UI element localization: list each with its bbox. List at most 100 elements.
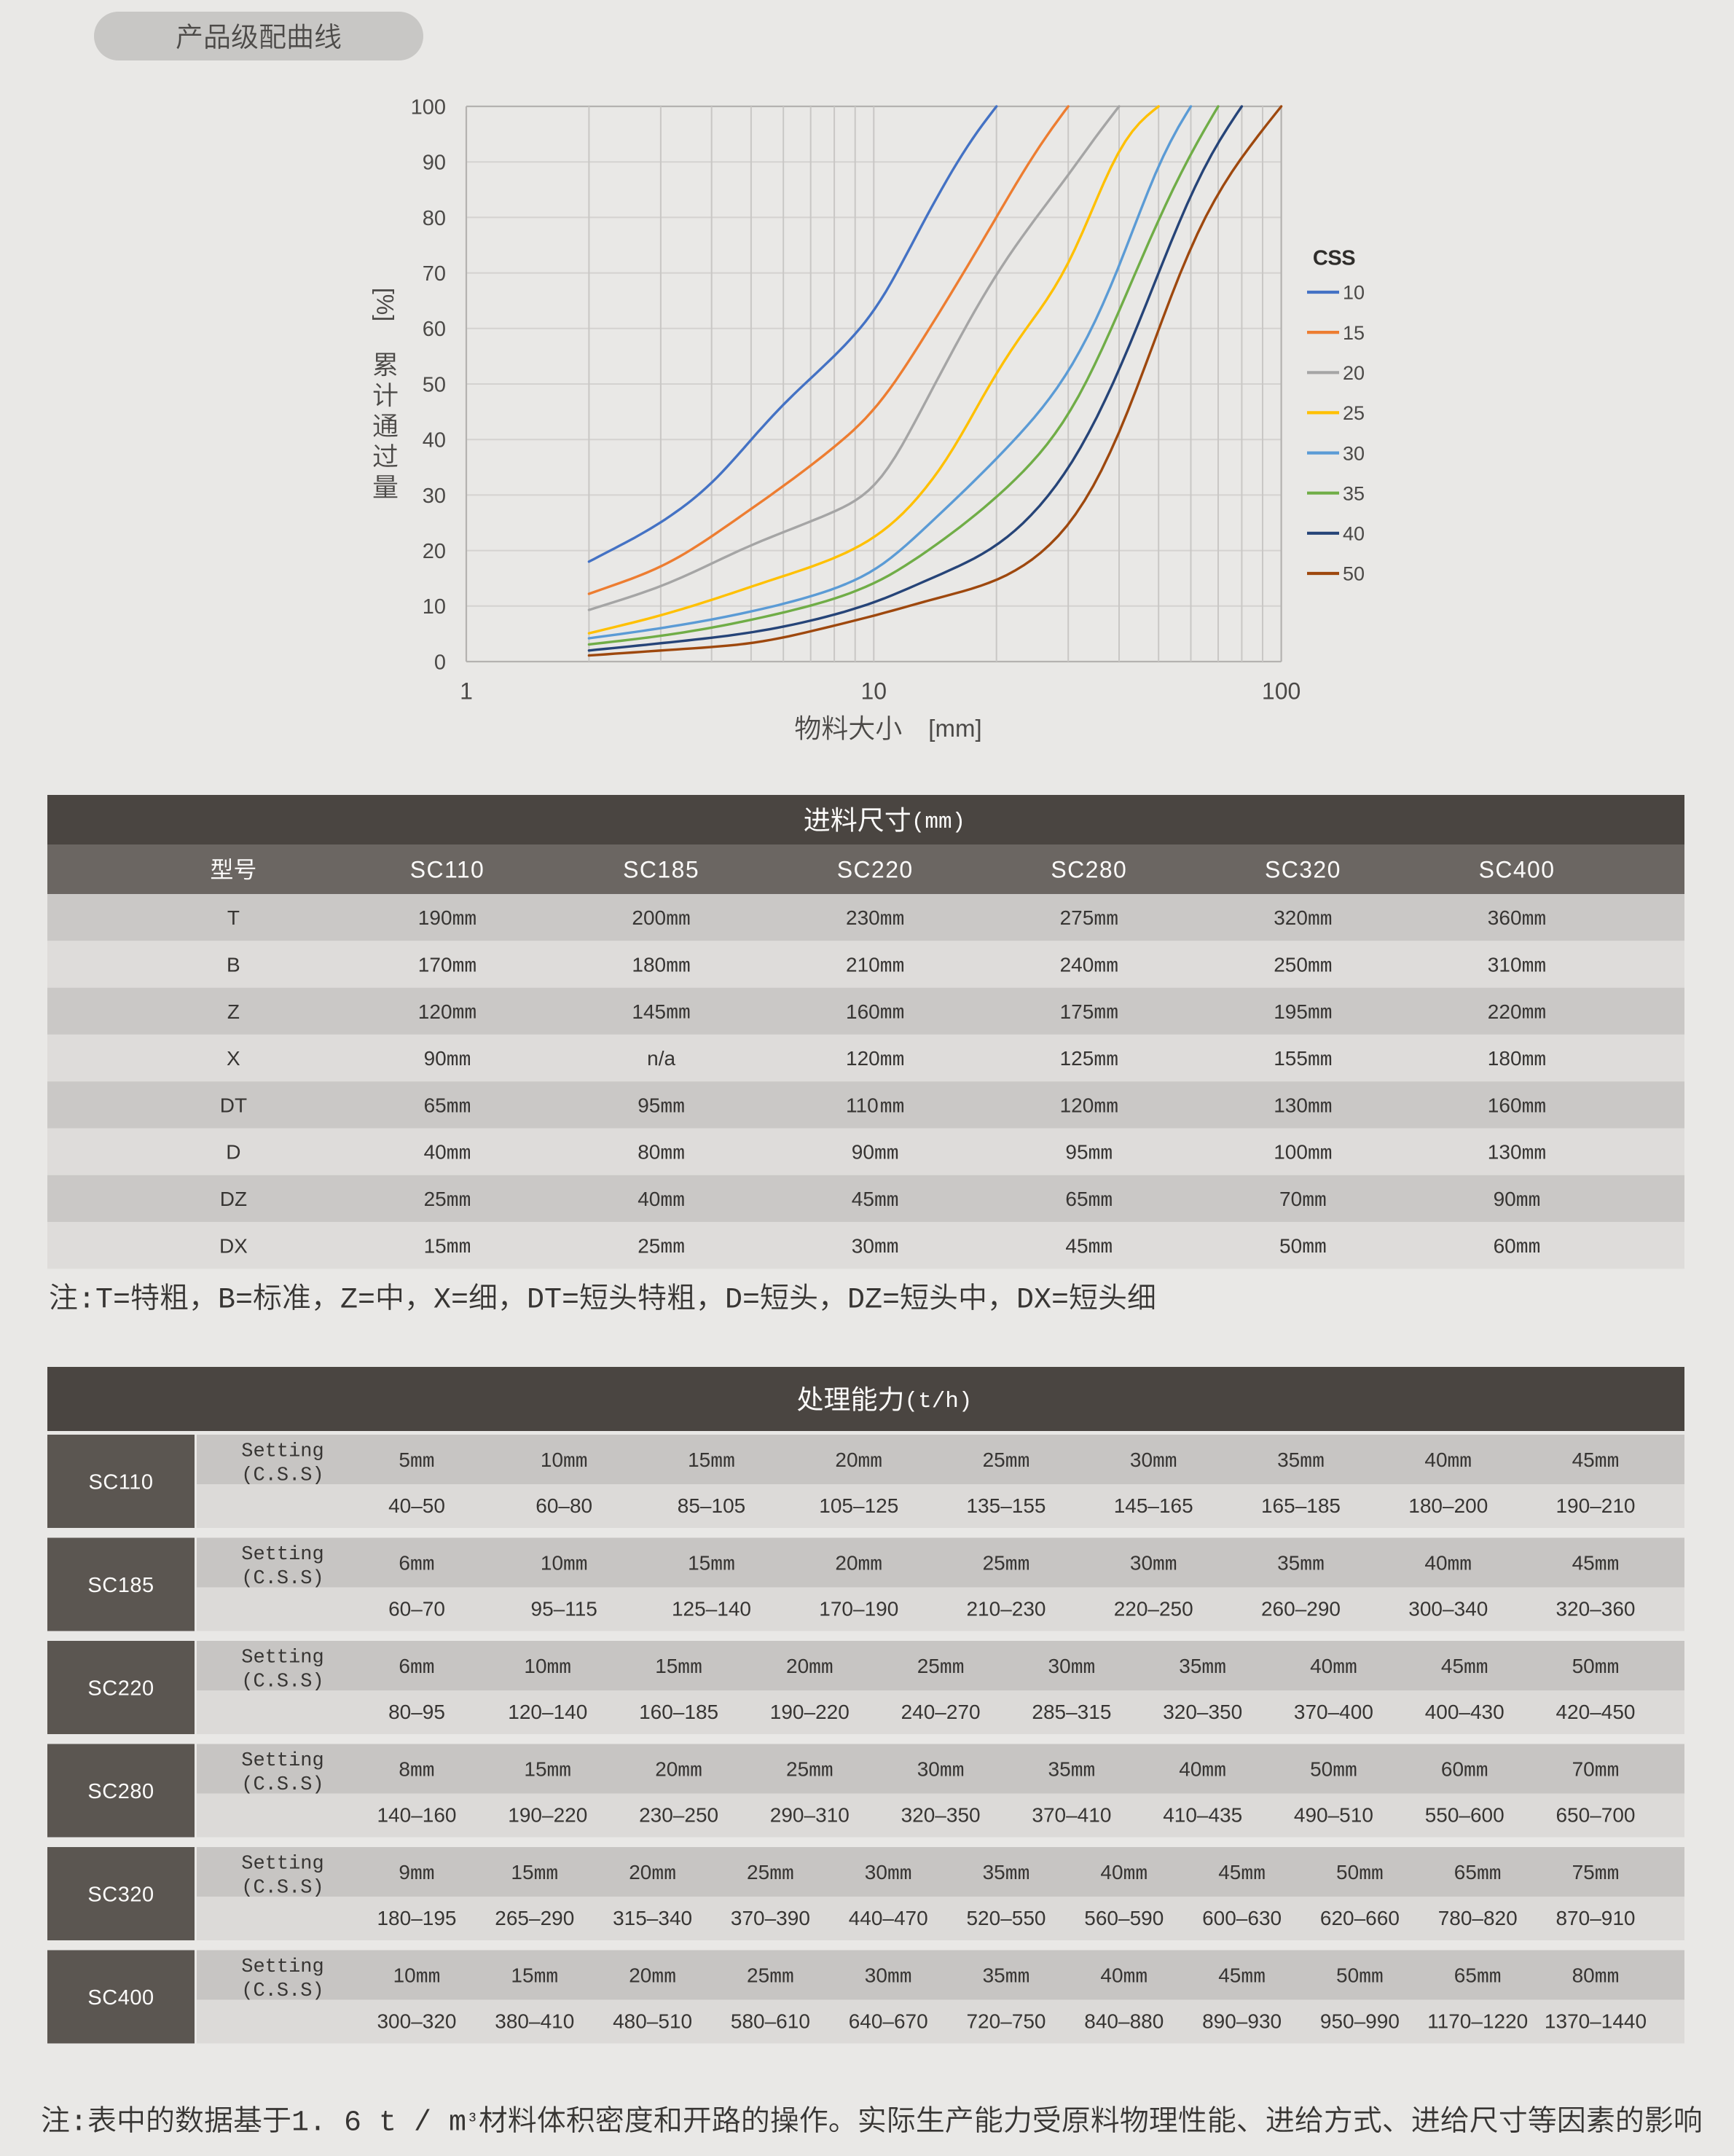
svg-text:560–590: 560–590 (1084, 1907, 1164, 1929)
svg-text:175: 175 (1060, 1000, 1094, 1023)
svg-text:9: 9 (399, 1861, 410, 1883)
svg-text:120: 120 (1060, 1094, 1094, 1116)
svg-text:SC280: SC280 (87, 1780, 154, 1803)
svg-text:260–290: 260–290 (1261, 1598, 1341, 1620)
svg-text:mm: mm (880, 1096, 905, 1118)
svg-text:780–820: 780–820 (1438, 1907, 1518, 1929)
svg-text:mm: mm (547, 1657, 572, 1679)
svg-text:[%]: [%] (372, 288, 398, 321)
svg-text:20: 20 (629, 1964, 651, 1987)
svg-text:Setting: Setting (241, 1647, 323, 1669)
svg-text:mm: mm (452, 955, 477, 978)
svg-text:mm: mm (1522, 909, 1547, 931)
svg-text:40: 40 (424, 1141, 447, 1164)
svg-text:130: 130 (1488, 1141, 1522, 1164)
svg-text:mm: mm (858, 1451, 883, 1473)
svg-text:mm: mm (1094, 1003, 1118, 1025)
svg-text:190: 190 (418, 906, 452, 929)
svg-text::: : (70, 2106, 87, 2139)
svg-text:45: 45 (1218, 1964, 1241, 1987)
svg-text:370–390: 370–390 (731, 1907, 810, 1929)
svg-text:mm: mm (1516, 1190, 1541, 1212)
svg-text::T=: :T= (78, 1284, 130, 1317)
svg-text:380–410: 380–410 (495, 2010, 574, 2033)
svg-text:400–430: 400–430 (1425, 1701, 1504, 1723)
svg-text:95–115: 95–115 (531, 1598, 597, 1620)
svg-text:110: 110 (846, 1094, 879, 1116)
svg-text:mm: mm (1094, 955, 1118, 978)
svg-text:720–750: 720–750 (966, 2010, 1046, 2033)
svg-text:mm: mm (666, 909, 691, 931)
svg-text:420–450: 420–450 (1556, 1701, 1635, 1723)
svg-text:mm: mm (1308, 1003, 1333, 1025)
svg-text:SC280: SC280 (1051, 857, 1127, 883)
svg-text:550–600: 550–600 (1425, 1804, 1504, 1827)
svg-text:80: 80 (638, 1141, 660, 1164)
svg-text:40: 40 (1100, 1861, 1123, 1883)
svg-text:230: 230 (846, 906, 880, 929)
svg-text:mm: mm (1005, 1863, 1030, 1886)
svg-text:320: 320 (1274, 906, 1308, 929)
svg-text:mm: mm (1302, 1190, 1327, 1212)
svg-text:mm: mm (410, 1863, 435, 1886)
svg-text:90: 90 (423, 152, 446, 175)
svg-text:X: X (227, 1047, 240, 1070)
svg-text:40: 40 (1343, 523, 1365, 545)
svg-text:mm: mm (651, 1863, 676, 1886)
svg-text:600–630: 600–630 (1202, 1907, 1282, 1929)
svg-text:30: 30 (865, 1861, 887, 1883)
svg-text:mm: mm (1308, 1049, 1333, 1072)
svg-text:50: 50 (1572, 1655, 1595, 1677)
svg-text:DZ=: DZ= (847, 1284, 900, 1317)
svg-text:mm: mm (1201, 1657, 1226, 1679)
svg-text:mm: mm (1071, 1657, 1096, 1679)
svg-text:(C.S.S): (C.S.S) (241, 1465, 323, 1487)
svg-text:120: 120 (418, 1000, 452, 1023)
svg-text:Setting: Setting (241, 1854, 323, 1875)
svg-text:25: 25 (983, 1552, 1005, 1575)
svg-text:1: 1 (460, 678, 473, 705)
svg-text:40–50: 40–50 (388, 1494, 445, 1517)
svg-text:5: 5 (399, 1449, 410, 1471)
svg-text:D=: D= (725, 1284, 760, 1317)
svg-text:mm: mm (1448, 1553, 1472, 1576)
svg-text:B: B (227, 954, 240, 976)
svg-text:10: 10 (393, 1964, 416, 1987)
svg-text:290–310: 290–310 (770, 1804, 850, 1827)
svg-text:180: 180 (1488, 1047, 1522, 1070)
svg-text:40: 40 (1100, 1964, 1123, 1987)
svg-text:mm: mm (660, 1143, 685, 1166)
svg-text:mm: mm (447, 1096, 471, 1118)
svg-text:10: 10 (1343, 282, 1365, 304)
svg-text:mm: mm (1308, 909, 1333, 931)
svg-text:60–80: 60–80 (536, 1494, 592, 1517)
svg-text:DX: DX (219, 1234, 248, 1257)
svg-text:265–290: 265–290 (495, 1907, 574, 1929)
svg-text:300–320: 300–320 (377, 2010, 456, 2033)
svg-text:mm: mm (880, 909, 905, 931)
svg-text:50: 50 (1336, 1861, 1359, 1883)
svg-text:mm: mm (1595, 1657, 1620, 1679)
svg-text:25: 25 (917, 1655, 940, 1677)
svg-text:580–610: 580–610 (731, 2010, 810, 2033)
svg-text:240: 240 (1060, 954, 1094, 976)
svg-text:mm: mm (678, 1760, 702, 1782)
svg-text:40: 40 (1424, 1449, 1447, 1471)
svg-text:520–550: 520–550 (966, 1907, 1046, 1929)
svg-text:840–880: 840–880 (1084, 2010, 1164, 2033)
svg-text:6: 6 (399, 1655, 410, 1677)
svg-text:315–340: 315–340 (613, 1907, 692, 1929)
svg-text:890–930: 890–930 (1202, 2010, 1282, 2033)
svg-text:80: 80 (1572, 1964, 1595, 1987)
svg-text:mm: mm (887, 1863, 912, 1886)
svg-text:mm: mm (1333, 1760, 1357, 1782)
svg-text:mm: mm (1522, 955, 1547, 978)
svg-text:mm: mm (1477, 1863, 1502, 1886)
svg-text:30: 30 (1343, 442, 1365, 464)
svg-text:60: 60 (1494, 1234, 1516, 1257)
svg-text:90: 90 (852, 1141, 874, 1164)
svg-text:275: 275 (1060, 906, 1094, 929)
svg-text:870–910: 870–910 (1556, 1907, 1635, 1929)
svg-text:mm: mm (1300, 1553, 1325, 1576)
svg-text:65: 65 (1065, 1188, 1088, 1210)
